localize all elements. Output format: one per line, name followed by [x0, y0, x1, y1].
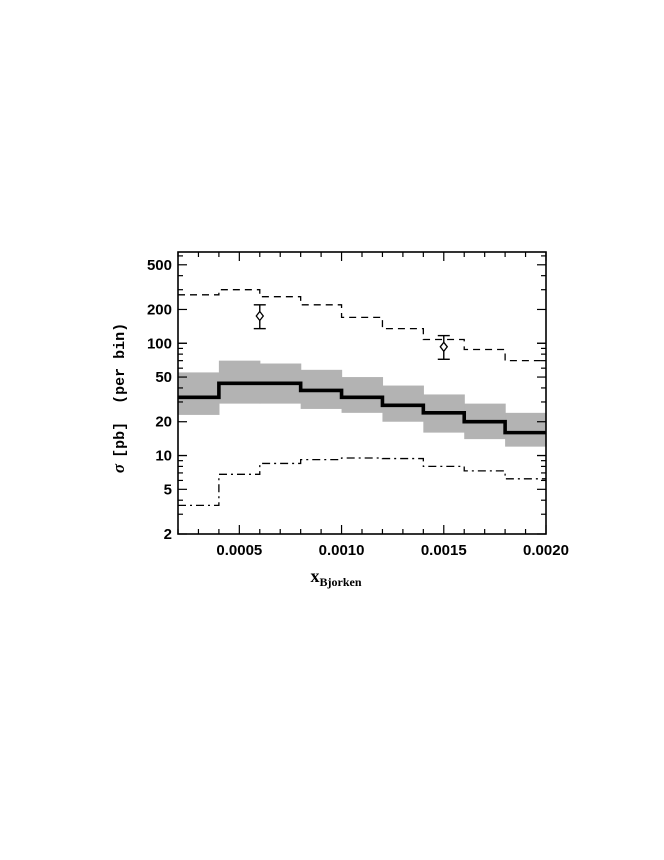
y-tick-label: 2 — [164, 526, 172, 543]
x-axis-label-main: x — [311, 566, 320, 586]
x-axis-label: xBjorken — [311, 566, 362, 589]
band-bin — [178, 372, 220, 415]
uncertainty-band — [178, 360, 547, 447]
series-line-dashed — [178, 289, 546, 362]
diamond-marker — [255, 310, 265, 322]
data-points — [253, 304, 450, 360]
y-tick-label: 500 — [147, 257, 172, 274]
y-tick-label: 100 — [147, 335, 172, 352]
data-point — [253, 304, 266, 330]
diamond-marker — [439, 341, 449, 353]
x-tick-label: 0.0005 — [216, 542, 262, 559]
y-tick-label: 50 — [155, 369, 172, 386]
y-tick-label: 20 — [155, 414, 172, 431]
data-point — [437, 334, 450, 360]
series-line-dash-dot — [178, 457, 546, 506]
tick-labels: 2 5 10 20 50 100 200 500 0.0005 0.0010 0.0015 0.002… — [147, 257, 569, 559]
y-axis-label: σ [pb] (per bin) — [109, 323, 129, 473]
x-axis-label-sub: Bjorken — [320, 575, 362, 589]
series-line-solid-thick — [178, 381, 546, 435]
x-tick-label: 0.0015 — [421, 542, 467, 559]
y-axis-label-text: [pb] (per bin) — [112, 323, 129, 458]
y-tick-label: 200 — [147, 301, 172, 318]
axis-ticks — [177, 252, 547, 535]
series-layer — [178, 289, 546, 506]
y-tick-label: 5 — [164, 481, 172, 498]
band-bin — [505, 412, 547, 447]
x-tick-label: 0.0010 — [319, 542, 365, 559]
band-bin — [341, 377, 384, 413]
y-tick-label: 10 — [155, 448, 172, 465]
x-tick-label: 0.0020 — [523, 542, 569, 559]
y-axis-label-symbol: σ — [109, 463, 128, 473]
